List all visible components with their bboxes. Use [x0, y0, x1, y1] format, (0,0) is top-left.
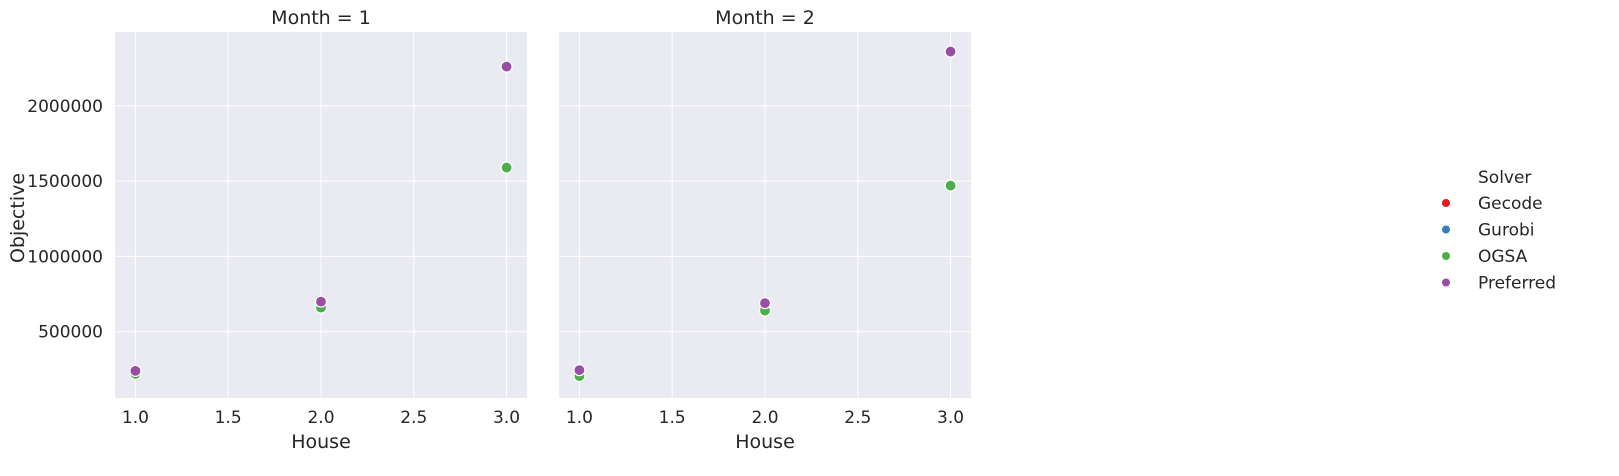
- data-point-preferred: [944, 45, 957, 58]
- data-point-preferred: [758, 297, 772, 310]
- x-tick-label: 1.5: [215, 408, 242, 428]
- x-tick-label: 2.0: [307, 408, 334, 428]
- data-point-ogsa: [500, 161, 513, 174]
- legend-marker-gecode: [1442, 199, 1450, 207]
- legend-marker-gurobi: [1442, 225, 1450, 234]
- legend-label-ogsa: OGSA: [1478, 247, 1528, 267]
- panel-title: Month = 1: [271, 7, 371, 29]
- panel-1: Month = 1 1.0 1.5 2.0 2.5 3.0 House: [115, 7, 527, 453]
- y-tick-label: 2000000: [27, 97, 103, 117]
- y-tick-label: 1000000: [27, 247, 103, 267]
- y-tick-label: 500000: [38, 323, 103, 343]
- legend-title: Solver: [1478, 168, 1531, 188]
- data-point-preferred: [314, 295, 328, 308]
- x-tick-label: 2.5: [844, 408, 871, 428]
- data-point-ogsa: [944, 179, 957, 192]
- legend-marker-preferred: [1442, 278, 1450, 287]
- data-point-preferred: [129, 364, 142, 377]
- x-tick-label: 2.5: [400, 408, 427, 428]
- x-axis-title: House: [291, 431, 351, 453]
- legend-marker-ogsa: [1442, 252, 1450, 260]
- x-tick-label: 2.0: [751, 408, 778, 428]
- legend-label-gurobi: Gurobi: [1478, 221, 1534, 241]
- x-axis-title: House: [735, 431, 795, 453]
- x-tick-label: 1.0: [122, 408, 149, 428]
- panel-2: Month = 2 1.0 1.5 2.0 2.5 3.0 House: [559, 7, 971, 453]
- x-tick-label: 3.0: [493, 408, 520, 428]
- data-point-preferred: [500, 60, 513, 73]
- legend-label-preferred: Preferred: [1478, 274, 1556, 294]
- legend-label-gecode: Gecode: [1478, 194, 1543, 214]
- panel-title: Month = 2: [715, 7, 815, 29]
- data-point-preferred: [573, 364, 586, 377]
- y-tick-label: 1500000: [27, 172, 103, 192]
- x-tick-label: 3.0: [937, 408, 964, 428]
- x-tick-label: 1.0: [566, 408, 593, 428]
- y-axis-title: Objective: [7, 173, 29, 263]
- x-tick-label: 1.5: [659, 408, 686, 428]
- legend: Solver Gecode Gurobi OGSA Preferred: [1442, 168, 1556, 294]
